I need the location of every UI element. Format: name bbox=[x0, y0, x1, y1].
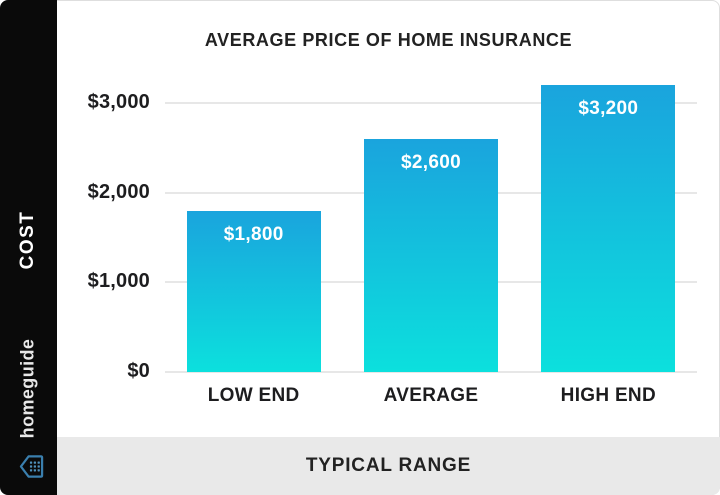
x-category-label: LOW END bbox=[207, 385, 300, 406]
brand-name: homeguide bbox=[17, 338, 38, 439]
sidebar: COST homeguide bbox=[0, 0, 57, 495]
x-axis-banner: TYPICAL RANGE bbox=[57, 437, 720, 495]
bar-high-end bbox=[541, 85, 676, 372]
y-axis-tick-label: $1,000 bbox=[87, 270, 150, 293]
x-category-label: AVERAGE bbox=[383, 385, 479, 406]
y-axis-tick-label: $0 bbox=[127, 360, 150, 382]
gridline bbox=[165, 371, 697, 373]
x-axis-banner-label: TYPICAL RANGE bbox=[305, 455, 472, 476]
homeguide-house-icon bbox=[18, 453, 45, 480]
bar-value-label: $3,200 bbox=[578, 98, 639, 120]
bar-value-label: $2,600 bbox=[401, 151, 461, 173]
bar-average bbox=[364, 138, 498, 372]
x-category-label: HIGH END bbox=[560, 385, 656, 406]
bar-value-label: $1,800 bbox=[223, 223, 284, 245]
y-axis-tick-label: $3,000 bbox=[87, 91, 150, 113]
y-axis-tick-label: $2,000 bbox=[87, 180, 150, 203]
bar-low-end bbox=[186, 210, 321, 372]
chart-title: AVERAGE PRICE OF HOME INSURANCE bbox=[204, 30, 573, 50]
y-axis-title: COST bbox=[17, 210, 38, 270]
gridline bbox=[165, 102, 697, 104]
